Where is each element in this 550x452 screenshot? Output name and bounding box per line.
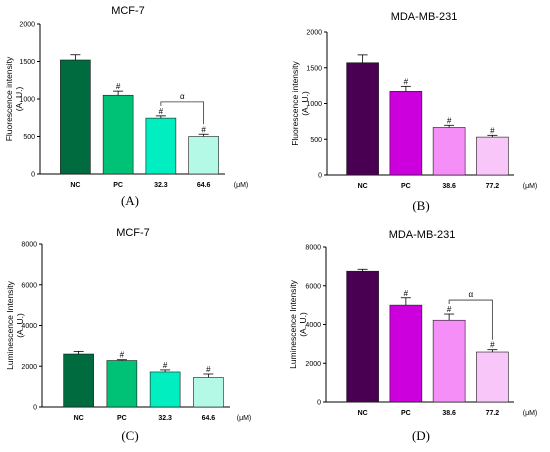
category-label: PC <box>401 410 411 417</box>
bracket-label: α <box>468 290 473 299</box>
y-axis-label-line: Luminescence Intensity <box>288 279 298 369</box>
y-axis-label: Fluorescence intensity(A. U.) <box>4 56 24 141</box>
category-label: 64.6 <box>202 415 216 422</box>
significance-mark: # <box>201 125 206 134</box>
panel-label: (C) <box>121 428 138 443</box>
chart-panel-3: MCF-7 Luminescence Intensity(A. U.) 0 2000 4… <box>5 227 251 443</box>
bar-4 <box>476 351 509 403</box>
y-tick-label: 2000 <box>21 364 37 371</box>
panel-label: (D) <box>412 428 430 443</box>
bar-3 <box>432 319 466 403</box>
category-label: 32.3 <box>158 415 172 422</box>
chart-title: MCF-7 <box>116 227 150 239</box>
bar-2 <box>106 360 138 408</box>
bar-1 <box>346 270 379 403</box>
unit-label: (μM) <box>523 183 538 190</box>
y-tick-label: 6000 <box>21 282 37 289</box>
category-label: PC <box>113 182 123 189</box>
significance-mark: # <box>404 289 409 298</box>
y-tick-label: 500 <box>310 137 322 144</box>
y-tick-label: 4000 <box>305 322 321 329</box>
comparison-bracket <box>448 299 493 340</box>
y-tick-label: 2000 <box>19 22 35 29</box>
significance-mark: # <box>206 365 211 374</box>
y-tick-label: 1000 <box>19 97 35 104</box>
significance-mark: # <box>404 77 409 86</box>
y-tick-label: 0 <box>33 405 37 412</box>
category-label: 77.2 <box>486 183 500 190</box>
bar-1 <box>60 59 91 175</box>
y-tick-label: 1000 <box>306 101 322 108</box>
bar-4 <box>188 136 219 175</box>
chart-title: MDA-MB-231 <box>391 11 458 23</box>
comparison-bracket <box>160 101 205 125</box>
y-axis-label-line: (A. U.) <box>300 91 310 116</box>
bar-1 <box>346 62 379 176</box>
unit-label: (μM) <box>523 410 538 417</box>
y-tick-label: 1500 <box>19 59 35 66</box>
y-axis-label-line: Luminescence Intensity <box>5 280 15 370</box>
bar-1 <box>63 353 94 408</box>
bar-2 <box>389 91 423 176</box>
significance-mark: # <box>490 341 495 350</box>
chart-panel-1: MCF-7 Fluorescence intensity(A. U.) 0 500 10… <box>4 5 248 208</box>
category-label: NC <box>358 410 368 417</box>
y-axis-label: Luminescence Intensity(A. U.) <box>5 280 25 370</box>
category-label: PC <box>117 415 127 422</box>
y-tick-label: 8000 <box>305 245 321 252</box>
significance-mark: # <box>490 126 495 135</box>
category-label: 38.6 <box>442 183 456 190</box>
y-tick-label: 0 <box>31 172 35 179</box>
y-axis-label: Luminescence Intensity(A. U.) <box>288 279 308 369</box>
panel-label: (B) <box>412 198 429 213</box>
category-label: 38.6 <box>442 410 456 417</box>
panel-label: (A) <box>121 193 139 208</box>
significance-mark: # <box>447 305 452 314</box>
bar-4 <box>476 136 509 176</box>
chart-panel-2: MDA-MB-231 Fluorescence intensity(A. U.) 0… <box>290 11 537 213</box>
y-axis-label-line: (A. U.) <box>298 312 308 337</box>
category-label: PC <box>401 183 411 190</box>
category-label: NC <box>358 183 368 190</box>
y-tick-label: 2000 <box>306 30 322 37</box>
category-label: 64.6 <box>197 182 211 189</box>
y-tick-label: 500 <box>23 134 35 141</box>
y-tick-label: 1500 <box>306 65 322 72</box>
y-tick-label: 0 <box>317 400 321 407</box>
category-label: NC <box>74 415 84 422</box>
y-tick-label: 2000 <box>305 361 321 368</box>
y-tick-label: 6000 <box>305 283 321 290</box>
category-label: 77.2 <box>486 410 500 417</box>
y-tick-label: 0 <box>318 173 322 180</box>
category-label: NC <box>70 182 80 189</box>
significance-mark: # <box>159 107 164 116</box>
significance-mark: # <box>120 351 125 360</box>
chart-panel-4: MDA-MB-231 Luminescence Intensity(A. U.) 0… <box>288 229 537 443</box>
significance-mark: # <box>163 361 168 370</box>
category-label: 32.3 <box>154 182 168 189</box>
significance-mark: # <box>447 116 452 125</box>
unit-label: (μM) <box>234 182 249 189</box>
y-axis-label: Fluorescence intensity(A. U.) <box>290 60 310 145</box>
bar-4 <box>193 377 224 408</box>
bar-3 <box>149 371 181 408</box>
chart-title: MCF-7 <box>111 5 145 17</box>
y-axis-label-line: Fluorescence intensity <box>290 60 300 145</box>
chart-title: MDA-MB-231 <box>389 229 456 241</box>
bar-2 <box>389 304 423 403</box>
y-axis-label-line: (A. U.) <box>15 313 25 338</box>
bar-3 <box>432 127 466 176</box>
bar-2 <box>102 94 134 175</box>
y-tick-label: 4000 <box>21 323 37 330</box>
significance-mark: # <box>116 82 121 91</box>
bracket-label: α <box>180 92 185 101</box>
y-axis-label-line: Fluorescence intensity <box>4 56 14 141</box>
y-tick-label: 8000 <box>21 242 37 249</box>
y-axis-label-line: (A. U.) <box>14 87 24 112</box>
unit-label: (μM) <box>237 415 252 422</box>
bar-3 <box>145 117 177 175</box>
